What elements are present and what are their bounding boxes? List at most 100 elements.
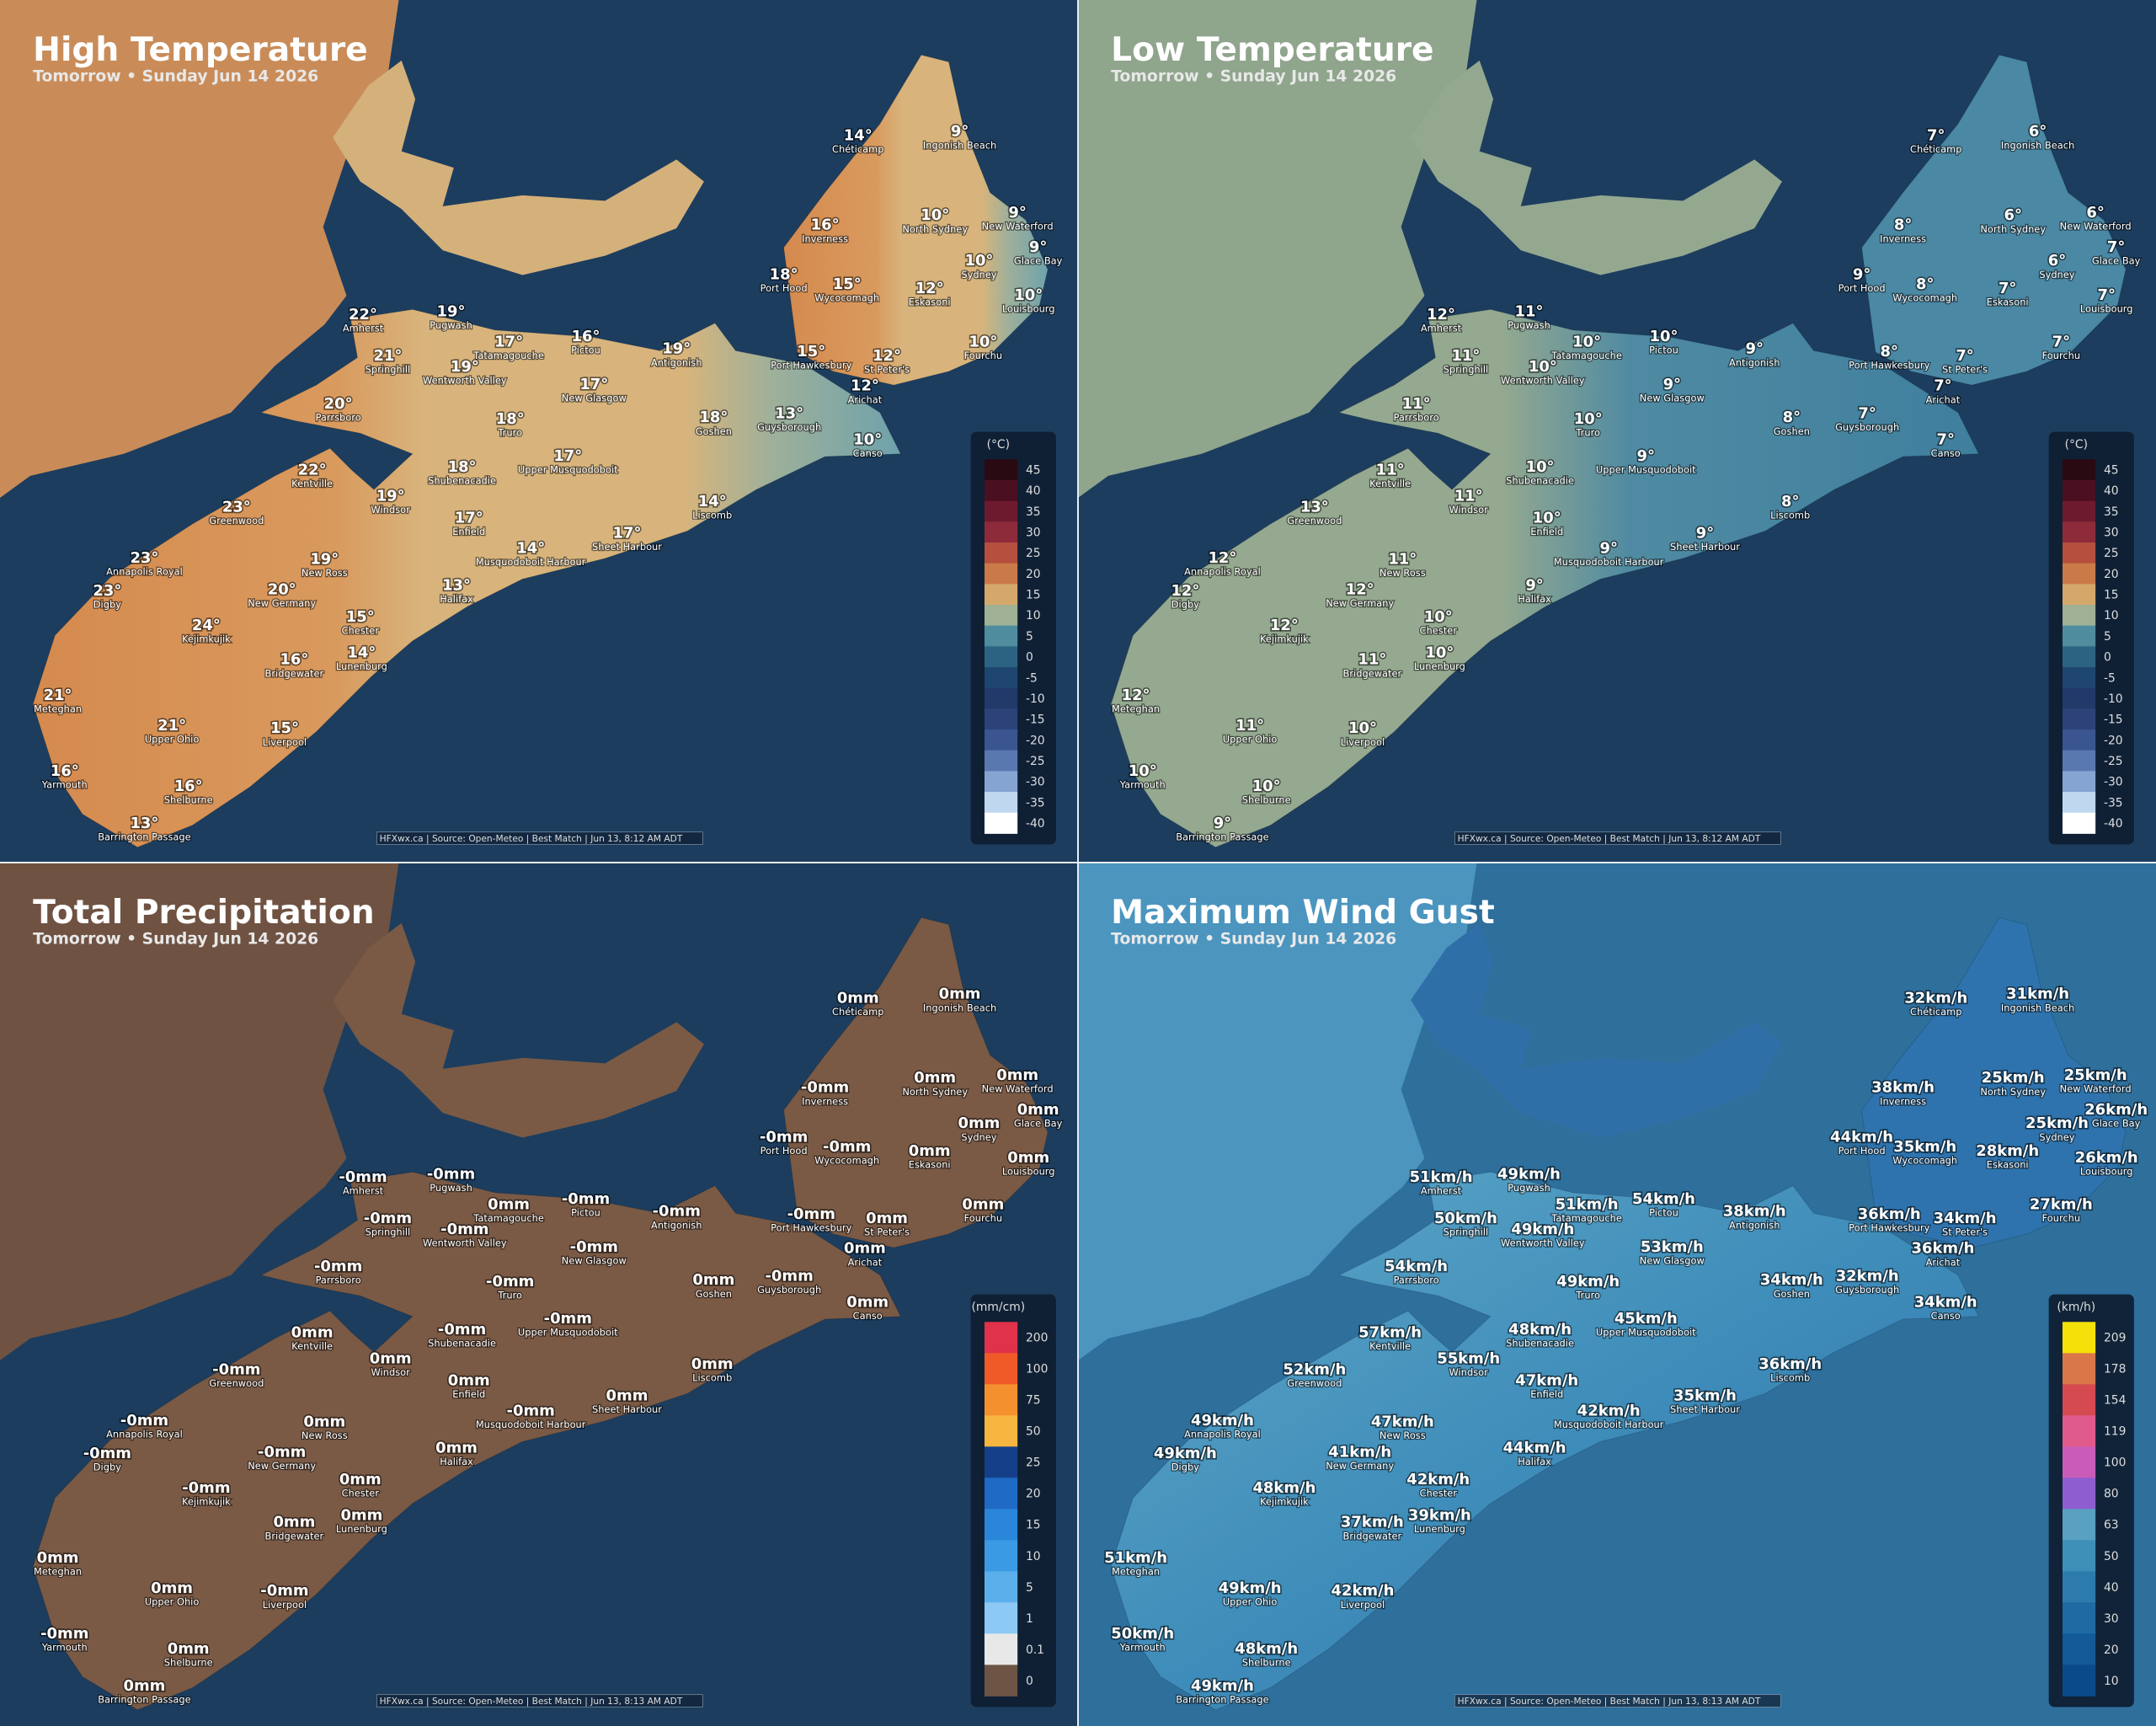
legend-tick-label: 119 [2104, 1425, 2126, 1439]
value-label: -0mm [801, 1079, 849, 1097]
legend-tick-label: 20 [2104, 1643, 2119, 1657]
place-label: Ingonish Beach [2001, 1002, 2074, 1013]
legend-tick-label: 10 [2104, 1675, 2119, 1688]
place-label: Liscomb [692, 510, 732, 521]
value-label: 22° [298, 461, 327, 478]
place-label: Greenwood [1287, 1377, 1342, 1389]
value-label: 27km/h [2030, 1195, 2093, 1213]
place-label: Digby [93, 599, 121, 611]
place-label: Greenwood [209, 515, 264, 526]
value-label: 15° [270, 719, 299, 737]
value-label: 10° [1129, 762, 1157, 780]
value-label: 51km/h [1104, 1549, 1167, 1567]
legend-swatch [2062, 667, 2096, 689]
value-label: -0mm [212, 1360, 260, 1378]
value-label: -0mm [260, 1582, 308, 1600]
place-label: Liscomb [692, 1372, 732, 1384]
value-label: 0mm [606, 1387, 648, 1404]
value-label: 35km/h [1673, 1387, 1737, 1404]
legend-swatch [2062, 1633, 2096, 1665]
value-label: 10° [1529, 358, 1557, 376]
place-label: Arichat [1926, 1256, 1961, 1268]
place-label: Port Hawkesbury [771, 1222, 851, 1234]
place-label: Bridgewater [265, 667, 324, 679]
value-label: 21° [373, 347, 402, 365]
legend-tick-label: -20 [1026, 734, 1045, 747]
place-label: Tatamagouche [1550, 350, 1622, 361]
value-label: 16° [811, 216, 840, 234]
legend-tick-label: 30 [2104, 1612, 2119, 1626]
value-label: 26km/h [2084, 1101, 2148, 1119]
place-label: Upper Ohio [1223, 734, 1278, 745]
value-label: 54km/h [1385, 1258, 1448, 1275]
place-label: Bridgewater [265, 1530, 324, 1542]
place-label: Annapolis Royal [106, 565, 183, 577]
legend-swatch [2062, 708, 2096, 730]
place-label: Pictou [1649, 1207, 1678, 1219]
value-label: 13° [130, 815, 158, 832]
value-label: 0mm [866, 1210, 908, 1227]
place-label: Glace Bay [1014, 1117, 1063, 1129]
place-label: Musquodoboit Harbour [1554, 556, 1664, 568]
place-label: Springhill [366, 363, 411, 375]
value-label: 6° [2004, 206, 2021, 224]
place-label: Port Hood [760, 1145, 808, 1157]
place-label: Shubenacadie [428, 1338, 496, 1349]
value-label: 42km/h [1331, 1582, 1395, 1600]
value-label: 0mm [692, 1271, 734, 1289]
value-label: 39km/h [1408, 1506, 1471, 1524]
legend-swatch [2062, 1571, 2096, 1603]
legend-swatch [984, 1665, 1018, 1697]
value-label: 18° [699, 409, 728, 426]
legend-tick-label: 0 [2104, 651, 2111, 665]
value-label: 9° [1663, 376, 1681, 393]
legend-tick-label: 50 [1026, 1425, 1041, 1439]
credit: HFXwx.ca | Source: Open-Meteo | Best Mat… [1458, 833, 1761, 844]
place-label: Musquodoboit Harbour [476, 556, 586, 568]
place-label: Halifax [1518, 1456, 1551, 1467]
legend-swatch [984, 500, 1018, 522]
place-label: Shelburne [1242, 794, 1291, 805]
value-label: -0mm [486, 1273, 534, 1290]
place-label: Tatamagouche [472, 1212, 544, 1224]
place-label: Antigonish [651, 356, 702, 368]
place-label: New Waterford [982, 1083, 1054, 1095]
legend-swatch [984, 1509, 1018, 1541]
place-label: New Germany [248, 1460, 316, 1472]
value-label: 57km/h [1358, 1323, 1422, 1341]
value-label: 49km/h [1556, 1273, 1620, 1290]
value-label: -0mm [823, 1138, 871, 1156]
value-label: 9° [1214, 815, 1231, 832]
value-label: 12° [915, 280, 944, 297]
value-label: 23° [222, 498, 251, 516]
legend-swatch [2062, 1384, 2096, 1416]
place-label: Bridgewater [1343, 1530, 1402, 1542]
place-label: New Glasgow [1640, 393, 1705, 404]
place-label: Annapolis Royal [106, 1428, 183, 1440]
legend-swatch [2062, 605, 2096, 627]
place-label: Tatamagouche [1550, 1212, 1622, 1224]
legend-swatch [984, 1415, 1018, 1447]
legend-swatch [984, 1384, 1018, 1416]
value-label: 12° [1427, 306, 1455, 323]
place-label: Fourchu [964, 350, 1003, 361]
legend-swatch [984, 750, 1018, 772]
place-label: Sheet Harbour [1670, 541, 1740, 553]
legend-title: (°C) [987, 438, 1010, 452]
place-label: Upper Ohio [1223, 1596, 1278, 1608]
place-label: Pictou [1649, 345, 1678, 356]
value-label: -0mm [760, 1128, 808, 1146]
legend-tick-label: 0 [1026, 1675, 1033, 1688]
legend-swatch [2062, 563, 2096, 585]
place-label: Goshen [696, 1288, 732, 1300]
value-label: 0mm [939, 986, 981, 1003]
legend-swatch [984, 667, 1018, 689]
place-label: Louisbourg [1002, 1166, 1055, 1178]
legend-tick-label: -25 [1026, 755, 1045, 768]
place-label: Pugwash [430, 319, 472, 331]
place-label: Kentville [291, 1340, 333, 1352]
legend-swatch [984, 542, 1018, 564]
